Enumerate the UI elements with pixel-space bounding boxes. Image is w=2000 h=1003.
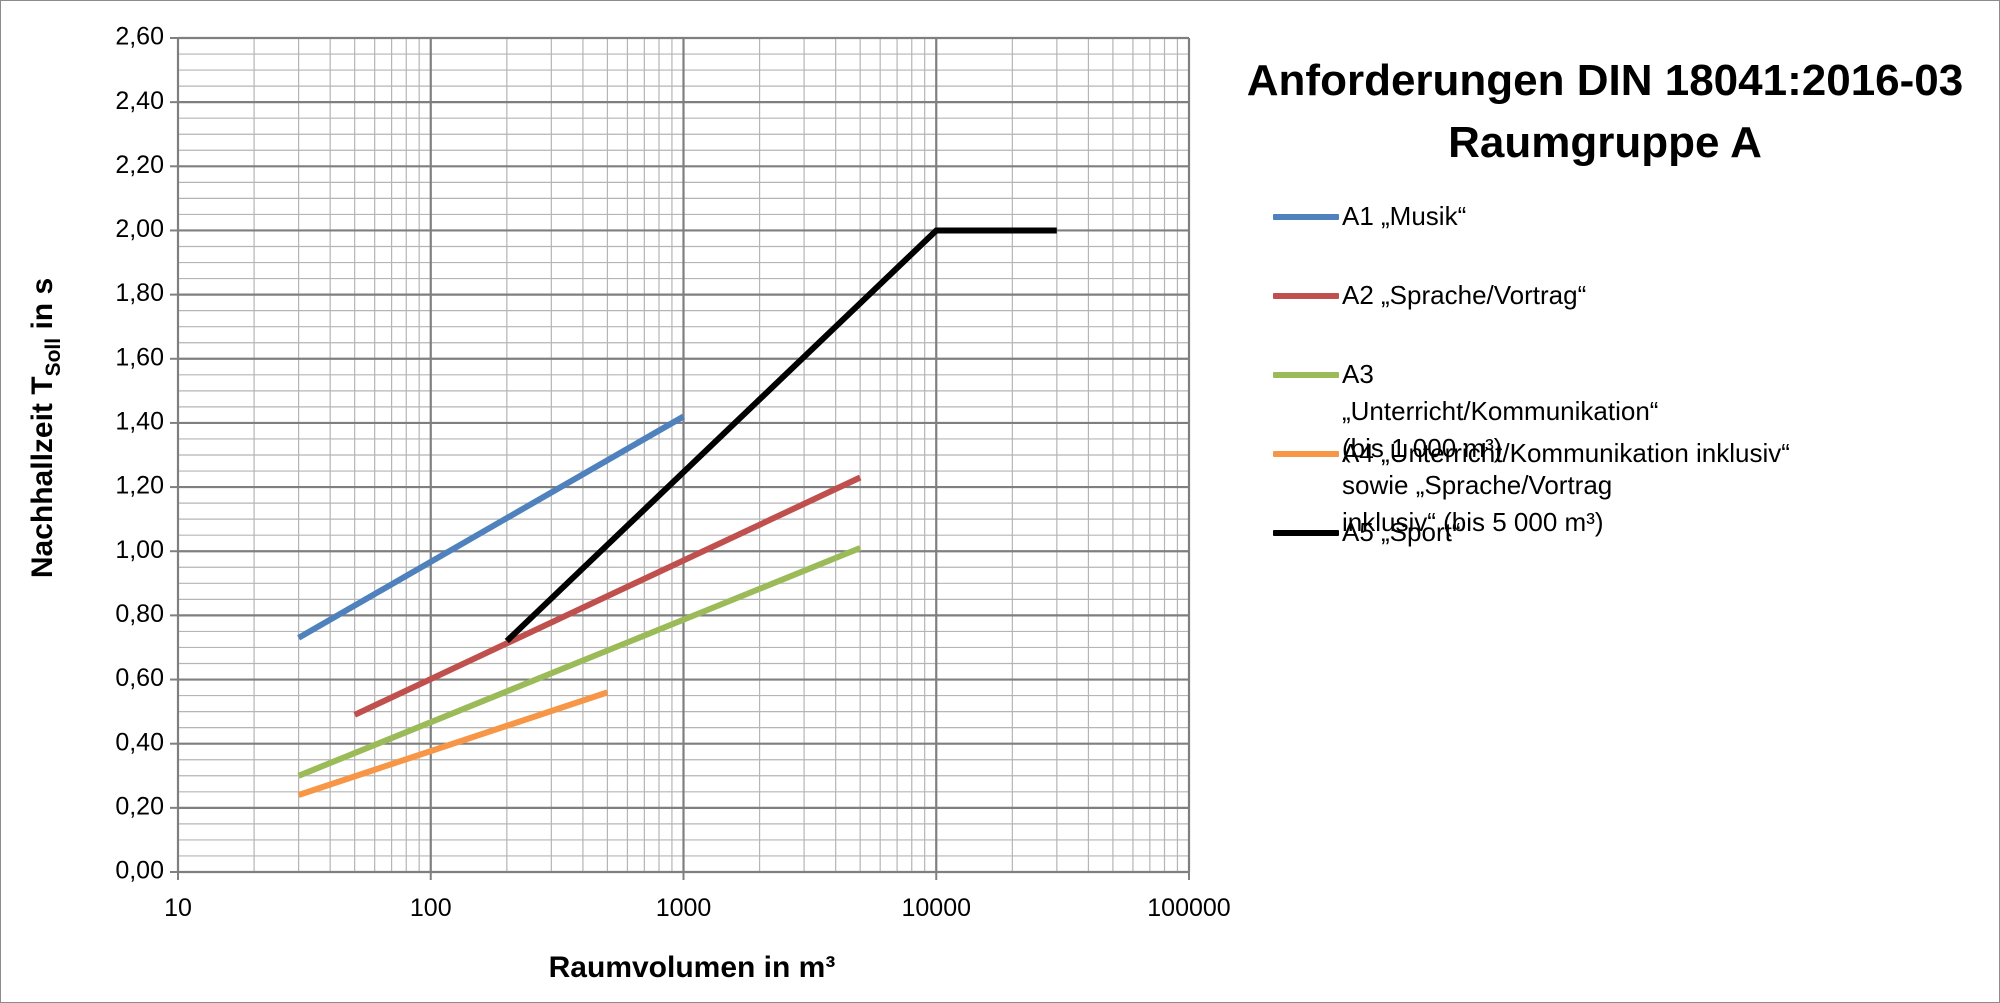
y-tick-label: 0,40 [115,728,164,756]
y-tick-label: 1,40 [115,408,164,436]
series-line-a2 [353,474,862,718]
y-tick-label: 0,00 [115,857,164,885]
legend-label-a2: A2 „Sprache/Vortrag“ [1342,280,1587,310]
chart-title: Anforderungen DIN 18041:2016-03 Raumgrup… [1220,50,1990,174]
y-tick-label: 2,60 [115,23,164,51]
series-lines [297,227,1057,798]
y-tick-label: 1,80 [115,279,164,307]
legend-swatch-a5 [1273,530,1339,536]
legend-label-a5: A5 „Sport“ [1342,517,1461,547]
chart-title-line-2: Raumgruppe A [1448,118,1762,167]
x-tick-label: 10000 [901,894,971,922]
series-line-a5 [504,227,1057,644]
legend-label-a4: A4 „Unterricht/Kommunikation inklusiv“ [1342,438,1790,468]
y-tick-label: 1,60 [115,343,164,371]
y-tick-label: 2,00 [115,215,164,243]
x-tick-label: 100 [410,894,452,922]
y-tick-label: 0,60 [115,664,164,692]
major-gridlines [170,36,1191,880]
legend-label-a3: A3 „Unterricht/Kommunikation“ (bis 1 000… [1342,359,1659,537]
legend-swatch-a1 [1273,214,1339,220]
legend-swatch-a3 [1273,372,1339,378]
y-tick-label: 0,20 [115,792,164,820]
x-tick-labels: 10 100 1000 10000 100000 [164,894,1231,922]
x-tick-label: 1000 [656,894,712,922]
y-axis-title-sub: Soll [42,338,65,377]
y-tick-label: 2,40 [115,87,164,115]
legend-label-a1: A1 „Musik“ [1342,201,1467,231]
y-axis-title-tail: in s [26,278,59,338]
y-tick-label: 2,20 [115,151,164,179]
chart-title-line-1: Anforderungen DIN 18041:2016-03 [1246,56,1964,105]
y-tick-labels: 0,00 0,20 0,40 0,60 0,80 1,00 1,20 1,40 1,60 1,80… [115,23,164,885]
y-tick-label: 1,00 [115,536,164,564]
series-line-a3 [297,545,862,779]
y-axis-title-main: Nachhallzeit T [26,376,59,578]
y-tick-label: 0,80 [115,600,164,628]
legend-swatch-a2 [1273,293,1339,299]
series-line-a4 [297,689,609,798]
x-tick-label: 100000 [1147,894,1230,922]
y-axis-title: Nachhallzeit TSoll in s [26,278,65,578]
y-tick-label: 1,20 [115,472,164,500]
x-tick-label: 10 [164,894,192,922]
series-line-a1 [297,413,685,641]
x-axis-title: Raumvolumen in m³ [549,951,836,984]
legend-swatch-a4 [1273,451,1339,457]
